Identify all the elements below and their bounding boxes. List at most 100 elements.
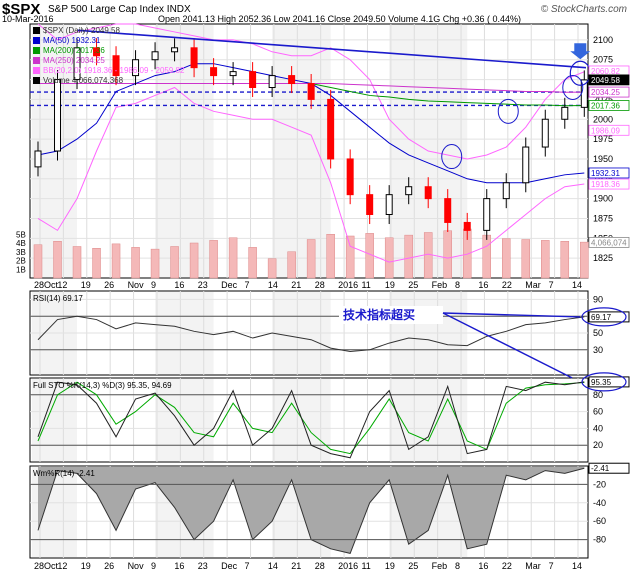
x-tick-label: Mar bbox=[525, 561, 541, 571]
x-tick-label: 25 bbox=[408, 280, 418, 290]
y-tick-label: -80 bbox=[593, 535, 606, 545]
volume-bar bbox=[502, 238, 511, 279]
volume-bar bbox=[170, 246, 179, 279]
x-tick-label: 8 bbox=[455, 280, 460, 290]
y-tick-label: 60 bbox=[593, 407, 603, 417]
value-tag bbox=[588, 311, 630, 323]
x-tick-label: 22 bbox=[502, 561, 512, 571]
volume-tick-label: 3B bbox=[16, 248, 26, 257]
x-tick-label: 7 bbox=[549, 561, 554, 571]
sto-k-line bbox=[37, 381, 585, 459]
value-tag-label: 2034.25 bbox=[591, 88, 620, 97]
x-tick-label: 14 bbox=[572, 561, 582, 571]
highlight-circle bbox=[581, 372, 627, 392]
bb-lower-line bbox=[37, 86, 585, 263]
x-tick-label: 7 bbox=[245, 561, 250, 571]
x-tick-label: 12 bbox=[57, 280, 67, 290]
candle-body bbox=[190, 47, 198, 69]
watermark: © StockCharts.com bbox=[540, 4, 627, 15]
x-tick-label: Feb bbox=[432, 280, 448, 290]
candle-body bbox=[405, 186, 413, 196]
x-tick-label: 7 bbox=[549, 280, 554, 290]
y-tick-label: 90 bbox=[593, 294, 603, 304]
wr-legend: Wm%R(14) -2.41 bbox=[33, 469, 95, 478]
ticker-description: S&P 500 Large Cap Index INDX bbox=[48, 4, 191, 15]
candle-body bbox=[229, 71, 237, 77]
y-tick-label: 80 bbox=[593, 390, 603, 400]
volume-bar bbox=[306, 239, 316, 279]
y-tick-label: 40 bbox=[593, 423, 603, 433]
volume-bar bbox=[72, 246, 82, 279]
value-tag-label: 2060.82 bbox=[591, 67, 620, 76]
value-tag-label: 1986.09 bbox=[591, 126, 620, 135]
x-tick-label: 16 bbox=[478, 280, 488, 290]
y-tick-label: 30 bbox=[593, 345, 603, 355]
value-tag bbox=[588, 167, 630, 179]
x-tick-label: Dec bbox=[221, 561, 238, 571]
volume-bar bbox=[345, 235, 355, 279]
ticker-symbol: $SPX bbox=[2, 1, 41, 18]
legend-swatch bbox=[33, 47, 40, 54]
legend-entry: MA(250) 2034.25 bbox=[43, 56, 105, 65]
candle-body bbox=[424, 186, 432, 200]
legend-entry: $SPX (Daily) 2049.58 bbox=[43, 26, 120, 35]
annotation-box bbox=[339, 306, 443, 324]
volume-bar bbox=[33, 244, 43, 279]
volume-bar bbox=[560, 241, 570, 279]
volume-bar bbox=[521, 239, 531, 279]
candle-body bbox=[34, 150, 42, 168]
legend-swatch bbox=[33, 77, 40, 84]
volume-bar bbox=[326, 234, 335, 279]
volume-bar bbox=[404, 234, 413, 279]
y-tick-label: 1900 bbox=[593, 194, 613, 204]
x-tick-label: 23 bbox=[198, 561, 208, 571]
x-tick-label: 2016 bbox=[338, 561, 358, 571]
highlight-circle bbox=[581, 307, 627, 327]
x-tick-label: 28Oct bbox=[34, 280, 59, 290]
value-tag bbox=[588, 462, 630, 474]
quote-line: Open 2041.13 High 2052.36 Low 2041.16 Cl… bbox=[158, 14, 522, 24]
x-tick-label: 12 bbox=[57, 561, 67, 571]
highlight-circle bbox=[562, 75, 584, 100]
candle-body bbox=[210, 67, 218, 77]
volume-bar bbox=[287, 251, 296, 279]
legend-entry: BB(20,2.0) 1918.36 - 1986.09 - 2059.82 bbox=[43, 66, 185, 75]
value-tag bbox=[588, 178, 630, 190]
y-tick-label: 2100 bbox=[593, 35, 613, 45]
volume-bar bbox=[131, 247, 140, 279]
value-tag bbox=[588, 376, 630, 388]
sto-legend: Full STO %K(14,3) %D(3) 95.35, 94.69 bbox=[33, 381, 172, 390]
legend-entry: Volume 4,066,074,368 bbox=[43, 76, 124, 85]
value-tag-label: -2.41 bbox=[591, 464, 610, 473]
chart-date: 10-Mar-2016 bbox=[2, 14, 54, 24]
volume-tick-label: 1B bbox=[16, 265, 26, 274]
candle-body bbox=[307, 83, 315, 100]
x-tick-label: 25 bbox=[408, 561, 418, 571]
value-tag bbox=[588, 74, 630, 86]
x-tick-label: Nov bbox=[128, 561, 145, 571]
x-tick-label: 19 bbox=[385, 280, 395, 290]
volume-tick-label: 2B bbox=[16, 257, 26, 266]
trend-line bbox=[77, 29, 587, 69]
x-tick-label: 19 bbox=[385, 561, 395, 571]
candle-body bbox=[288, 75, 296, 85]
x-tick-label: 8 bbox=[455, 561, 460, 571]
value-tag-label: 95.35 bbox=[591, 378, 612, 387]
x-tick-label: 14 bbox=[268, 561, 278, 571]
rsi-legend: RSI(14) 69.17 bbox=[33, 294, 83, 303]
x-tick-label: 19 bbox=[81, 561, 91, 571]
x-tick-label: 9 bbox=[151, 280, 156, 290]
x-tick-label: 21 bbox=[291, 561, 301, 571]
value-tag bbox=[588, 124, 630, 136]
y-tick-label: 1825 bbox=[593, 253, 613, 263]
x-tick-label: 2016 bbox=[338, 280, 358, 290]
x-tick-label: 11 bbox=[361, 561, 370, 571]
x-tick-label: Mar bbox=[525, 280, 541, 290]
volume-bar bbox=[384, 237, 394, 279]
candle-body bbox=[346, 158, 354, 196]
down-arrow-icon bbox=[570, 43, 591, 60]
y-tick-label: 2025 bbox=[593, 94, 613, 104]
x-tick-label: 26 bbox=[104, 561, 114, 571]
candle-body bbox=[93, 47, 101, 57]
